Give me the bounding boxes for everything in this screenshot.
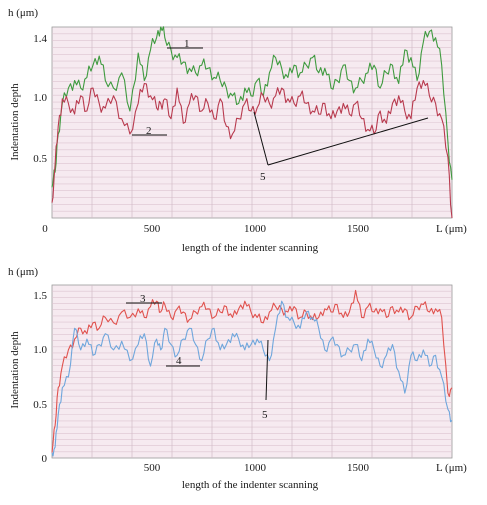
y-axis-title-top: Indentation depth bbox=[9, 83, 21, 161]
callout-label-4: 4 bbox=[176, 355, 182, 367]
x-tick-label-top-1000: 1000 bbox=[244, 223, 267, 235]
chart-bottom: h (μm) Indentation depth 0 0.5 1.0 1.5 5… bbox=[8, 266, 467, 491]
x-tick-label-bottom-1000: 1000 bbox=[244, 462, 267, 474]
y-unit-label-bottom: h (μm) bbox=[8, 266, 38, 278]
x-axis-title-top: length of the indenter scanning bbox=[182, 242, 319, 254]
y-tick-label-bottom-0: 0 bbox=[42, 453, 48, 465]
series-group-top bbox=[51, 26, 453, 219]
callout-label-3: 3 bbox=[140, 293, 146, 305]
y-tick-label-bottom-1-0: 1.0 bbox=[33, 344, 47, 356]
callout-line-top-2 bbox=[253, 111, 269, 166]
callout-lines-bottom bbox=[126, 302, 269, 401]
series-line-bottom-3 bbox=[51, 289, 453, 453]
grid-bottom bbox=[52, 285, 452, 458]
y-tick-label-bottom-0-5: 0.5 bbox=[33, 399, 47, 411]
y-unit-label-top: h (μm) bbox=[8, 7, 38, 19]
callout-line-top-3 bbox=[267, 117, 429, 166]
x-tick-label-top-500: 500 bbox=[144, 223, 161, 235]
grid-top bbox=[52, 27, 452, 218]
x-tick-label-bottom-500: 500 bbox=[144, 462, 161, 474]
series-group-bottom bbox=[51, 289, 453, 457]
y-tick-label-top-1-0: 1.0 bbox=[33, 92, 47, 104]
series-line-bottom-4 bbox=[51, 300, 453, 457]
y-tick-label-bottom-1-5: 1.5 bbox=[33, 290, 47, 302]
y-tick-label-top-0-5: 0.5 bbox=[33, 153, 47, 165]
callout-label-5-bottom: 5 bbox=[262, 409, 268, 421]
y-axis-title-bottom: Indentation depth bbox=[9, 331, 21, 409]
chart-top: h (μm) Indentation depth 0.5 1.0 1.4 0 5… bbox=[8, 7, 467, 254]
x-tick-label-top-0: 0 bbox=[42, 223, 48, 235]
x-tick-label-top-1500: 1500 bbox=[347, 223, 370, 235]
callout-line-bottom-2 bbox=[265, 339, 269, 401]
x-end-label-top: L (μm) bbox=[436, 223, 467, 235]
series-line-top-1 bbox=[51, 26, 453, 188]
series-line-top-2 bbox=[51, 79, 453, 219]
x-end-label-bottom: L (μm) bbox=[436, 462, 467, 474]
y-tick-label-top-1-4: 1.4 bbox=[33, 33, 47, 45]
callout-label-2: 2 bbox=[146, 125, 152, 137]
callout-label-5-top: 5 bbox=[260, 171, 266, 183]
callout-label-1: 1 bbox=[184, 38, 190, 50]
x-tick-label-bottom-1500: 1500 bbox=[347, 462, 370, 474]
callout-lines-top bbox=[132, 47, 429, 166]
x-axis-title-bottom: length of the indenter scanning bbox=[182, 479, 319, 491]
